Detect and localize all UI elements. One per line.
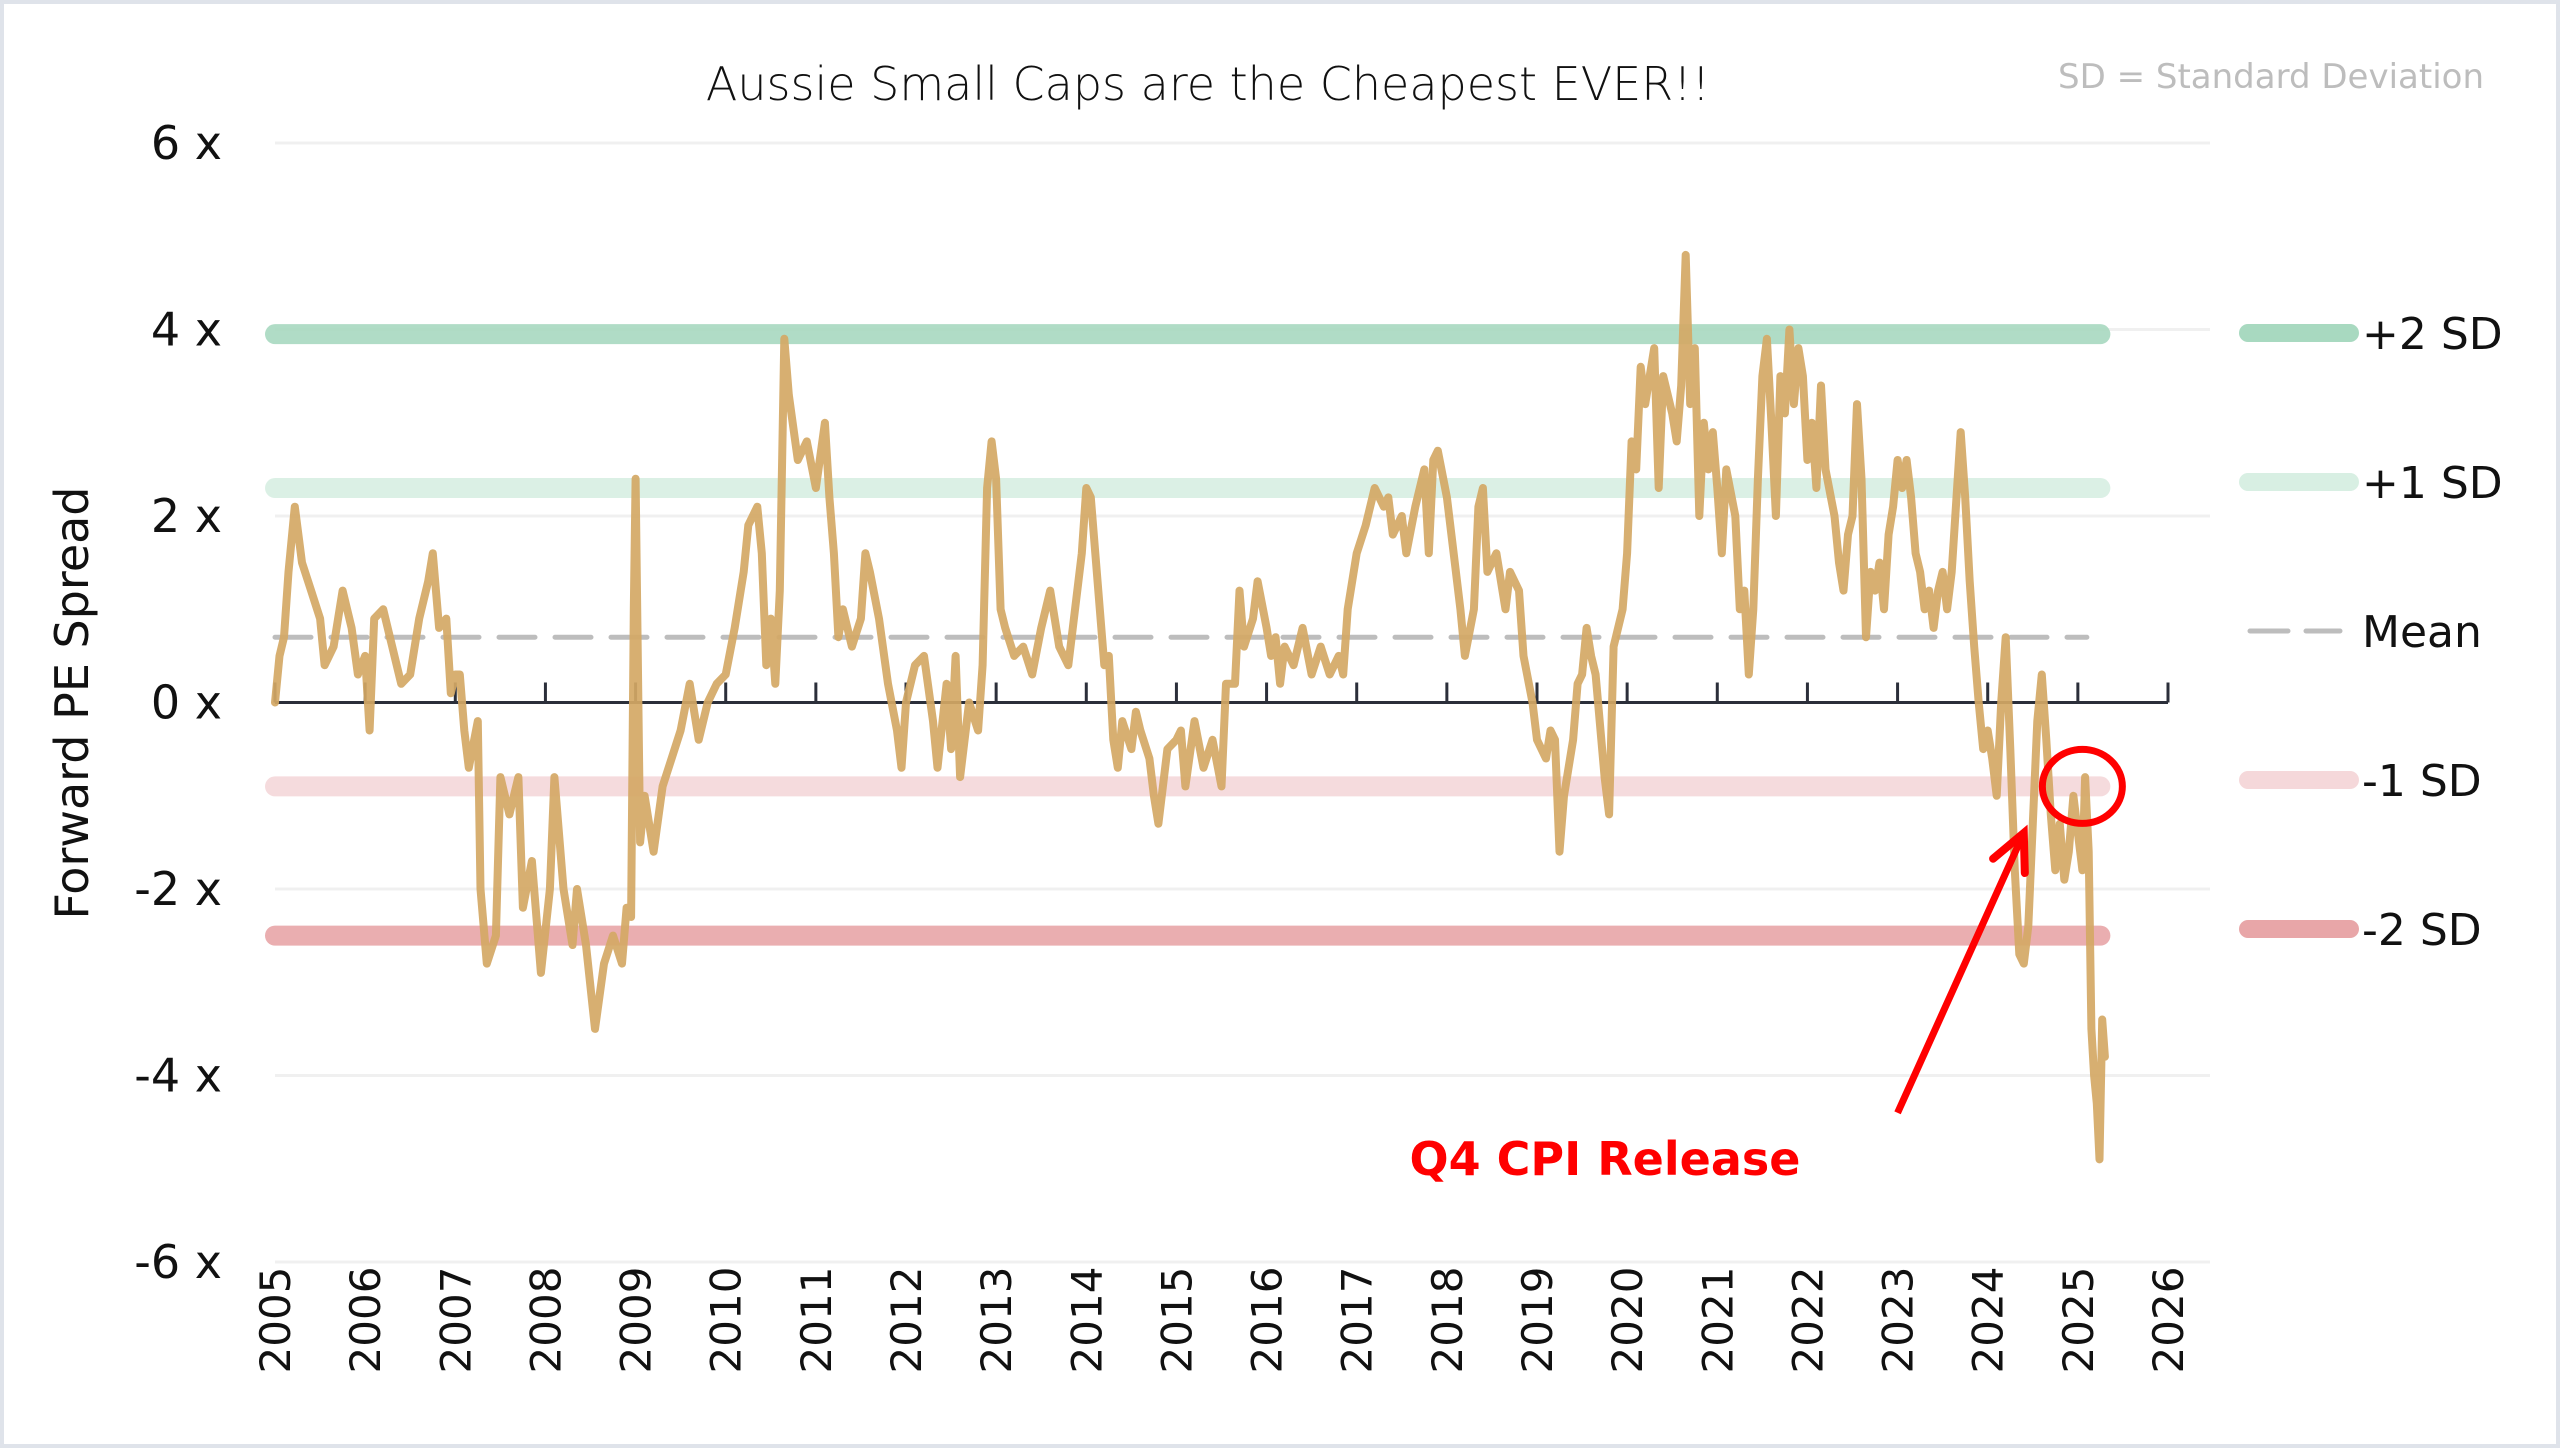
x-tick-label: 2019 bbox=[1513, 1267, 1562, 1374]
x-tick-label: 2010 bbox=[702, 1267, 751, 1374]
x-tick-label: 2006 bbox=[341, 1267, 390, 1374]
y-tick-label: 6 x bbox=[151, 116, 222, 170]
annotations: Q4 CPI Release bbox=[1410, 745, 2126, 1186]
x-tick-label: 2013 bbox=[972, 1267, 1021, 1374]
legend-label: +1 SD bbox=[2362, 458, 2503, 509]
series-layer bbox=[271, 250, 2109, 1164]
x-tick-label: 2023 bbox=[1874, 1267, 1923, 1374]
series-line-forward-pe-spread bbox=[271, 250, 2109, 1164]
y-tick-label: 2 x bbox=[151, 489, 222, 543]
x-tick-label: 2007 bbox=[431, 1267, 480, 1374]
legend-label: Mean bbox=[2362, 607, 2482, 658]
y-axis-ticks: 6 x 4 x 2 x 0 x -2 x -4 x -6 x bbox=[134, 116, 222, 1289]
x-tick-label: 2015 bbox=[1152, 1267, 1201, 1374]
chart-title: Aussie Small Caps are the Cheapest EVER!… bbox=[706, 57, 1710, 111]
legend-label: -2 SD bbox=[2362, 905, 2482, 956]
annotation-arrow bbox=[1894, 831, 2027, 1115]
y-tick-label: -4 x bbox=[134, 1049, 222, 1103]
y-tick-label: 0 x bbox=[151, 676, 222, 730]
sd-note: SD = Standard Deviation bbox=[2058, 57, 2484, 97]
arrow-head-icon bbox=[1989, 824, 2029, 878]
x-tick-label: 2025 bbox=[2054, 1267, 2103, 1374]
x-tick-label: 2016 bbox=[1243, 1267, 1292, 1374]
x-tick-label: 2012 bbox=[882, 1267, 931, 1374]
x-tick-label: 2024 bbox=[1964, 1267, 2013, 1374]
y-tick-label: -6 x bbox=[134, 1235, 222, 1289]
y-axis-label: Forward PE Spread bbox=[45, 486, 99, 919]
x-tick-label: 2011 bbox=[792, 1267, 841, 1374]
x-tick-label: 2005 bbox=[251, 1267, 300, 1374]
x-tick-label: 2020 bbox=[1603, 1267, 1652, 1374]
x-tick-label: 2021 bbox=[1693, 1267, 1742, 1374]
legend: +2 SD +1 SD Mean -1 SD -2 SD bbox=[2239, 309, 2503, 956]
x-tick-label: 2017 bbox=[1333, 1267, 1382, 1374]
highlight-circle bbox=[2038, 745, 2126, 827]
x-tick-label: 2026 bbox=[2144, 1267, 2193, 1374]
y-tick-label: 4 x bbox=[151, 303, 222, 357]
x-axis-ticks: 2005 2006 2007 2008 2009 2010 2011 2012 2013 2014… bbox=[251, 1267, 2193, 1374]
x-tick-label: 2022 bbox=[1783, 1267, 1832, 1374]
x-tick-label: 2008 bbox=[521, 1267, 570, 1374]
annotation-q4-cpi-release: Q4 CPI Release bbox=[1410, 1132, 1801, 1186]
y-tick-label: -2 x bbox=[134, 862, 222, 916]
x-tick-label: 2014 bbox=[1062, 1267, 1111, 1374]
legend-label: +2 SD bbox=[2362, 309, 2503, 360]
legend-label: -1 SD bbox=[2362, 756, 2482, 807]
x-tick-label: 2009 bbox=[612, 1267, 661, 1374]
x-tick-label: 2018 bbox=[1423, 1267, 1472, 1374]
